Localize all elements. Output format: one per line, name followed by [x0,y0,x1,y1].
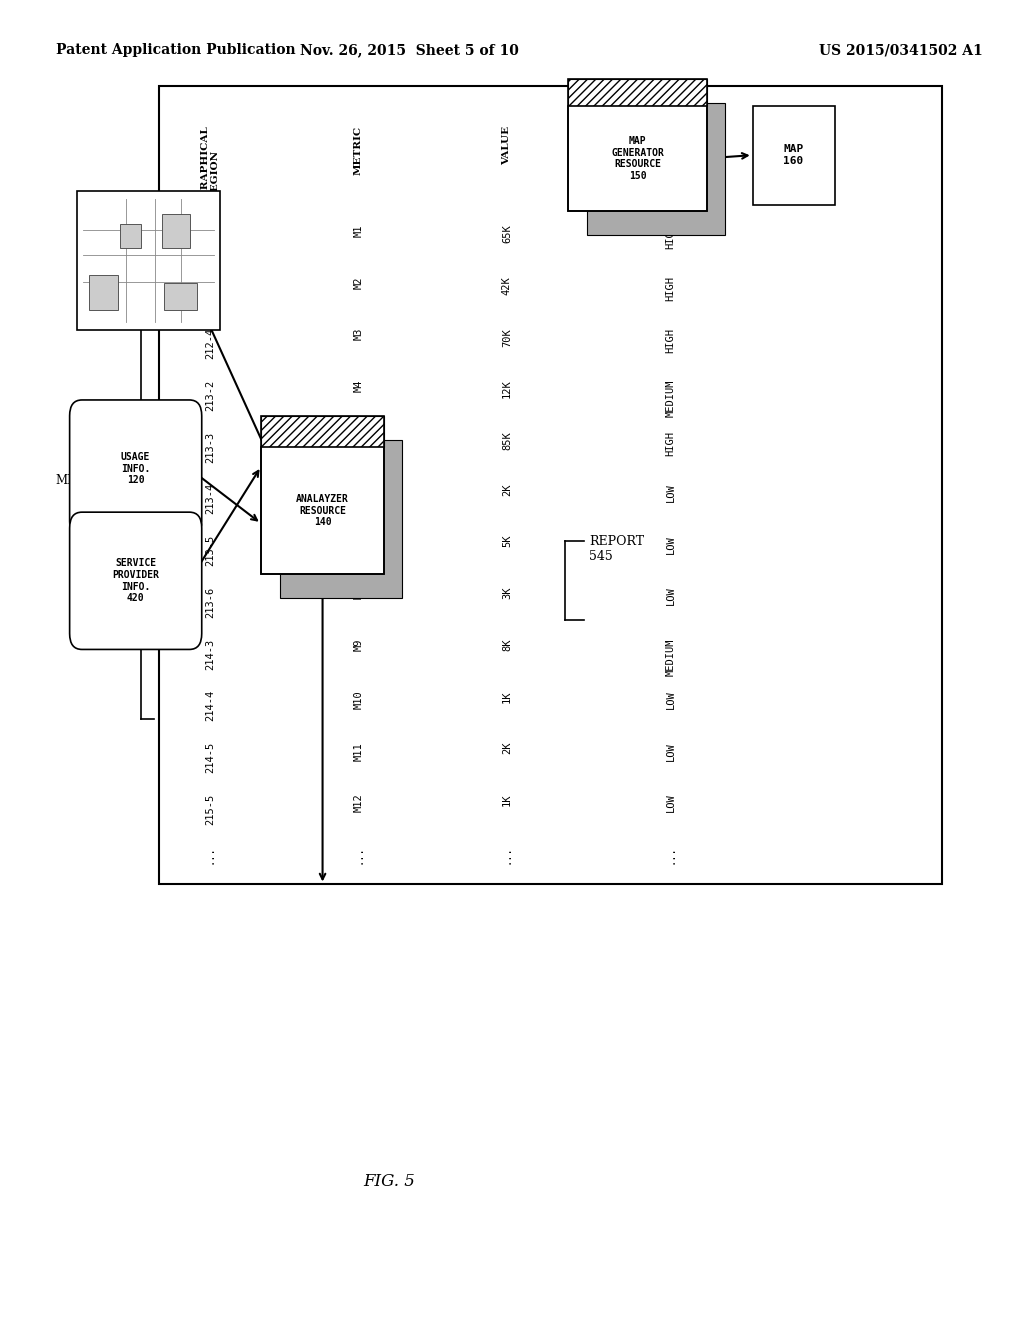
Text: 213-5: 213-5 [205,535,215,566]
Bar [162,214,190,248]
Text: VALUE: VALUE [503,125,511,165]
Bar [753,106,835,205]
Text: LOW: LOW [666,483,676,502]
Text: M8: M8 [353,586,364,599]
Text: 2K: 2K [502,483,512,495]
Text: ...: ... [205,845,215,865]
Text: LOW: LOW [666,586,676,606]
Text: 213-6: 213-6 [205,586,215,618]
Text: ...: ... [502,845,512,865]
FancyBboxPatch shape [70,400,202,537]
Text: M6: M6 [353,483,364,495]
Text: HIGH: HIGH [666,327,676,352]
Bar [280,440,402,598]
Text: FIG. 5: FIG. 5 [364,1173,415,1189]
Text: M9: M9 [353,639,364,651]
Bar [587,103,725,235]
Bar [261,416,384,447]
Text: 212-3: 212-3 [205,276,215,308]
Text: ANALAYZER
RESOURCE
140: ANALAYZER RESOURCE 140 [296,494,349,528]
Text: GEOGRAPHICAL
REGION: GEOGRAPHICAL REGION [201,125,219,223]
Text: M3: M3 [353,327,364,341]
Bar [568,79,707,211]
Text: MEDIUM: MEDIUM [666,380,676,417]
Text: US 2015/0341502 A1: US 2015/0341502 A1 [819,44,983,57]
Text: 1K: 1K [502,793,512,807]
Text: LOW: LOW [666,793,676,812]
Text: HIGH: HIGH [666,224,676,249]
Bar [77,191,220,330]
Text: M4: M4 [353,380,364,392]
Text: M12: M12 [353,793,364,812]
Bar [261,447,384,574]
Text: 213-4: 213-4 [205,483,215,515]
Text: 12K: 12K [502,380,512,399]
Text: METRIC: METRIC [354,125,362,174]
Text: MEDIUM: MEDIUM [666,639,676,676]
Bar [89,276,119,310]
Text: M11: M11 [353,742,364,760]
Text: M10: M10 [353,690,364,709]
Text: 211-1: 211-1 [205,224,215,256]
Text: 8K: 8K [502,639,512,651]
Text: 85K: 85K [502,432,512,450]
Text: Nov. 26, 2015  Sheet 5 of 10: Nov. 26, 2015 Sheet 5 of 10 [300,44,519,57]
Bar [120,224,140,248]
Text: M1: M1 [353,224,364,236]
Text: 214-4: 214-4 [205,690,215,721]
Text: 42K: 42K [502,276,512,294]
Text: SERVICE
PROVIDER
INFO.
420: SERVICE PROVIDER INFO. 420 [113,558,159,603]
Text: HIGH: HIGH [666,432,676,457]
Text: 5K: 5K [502,535,512,548]
Text: 70K: 70K [502,327,512,347]
Text: METRICS
145: METRICS 145 [55,474,115,503]
Text: RANGE: RANGE [667,125,675,169]
Text: Patent Application Publication: Patent Application Publication [56,44,296,57]
Text: LOW: LOW [666,690,676,709]
Text: 214-5: 214-5 [205,742,215,774]
Text: MAP
160: MAP 160 [783,144,804,166]
Text: M2: M2 [353,276,364,289]
FancyBboxPatch shape [70,512,202,649]
Text: 2K: 2K [502,742,512,754]
Text: USAGE
INFO.
120: USAGE INFO. 120 [121,451,151,486]
Bar [159,86,942,884]
Text: LOW: LOW [666,535,676,553]
Text: 1K: 1K [502,690,512,702]
Text: MAP
GENERATOR
RESOURCE
150: MAP GENERATOR RESOURCE 150 [611,136,664,181]
Text: 213-2: 213-2 [205,380,215,411]
Text: REPORT
545: REPORT 545 [589,535,644,562]
Text: 214-3: 214-3 [205,639,215,669]
Bar [568,79,707,106]
Text: M7: M7 [353,535,364,548]
Text: LOW: LOW [666,742,676,760]
Bar [568,106,707,211]
Bar [261,416,384,574]
Bar [164,282,197,310]
Text: 3K: 3K [502,586,512,599]
Text: ...: ... [666,845,676,865]
Text: HIGH: HIGH [666,276,676,301]
Text: 215-5: 215-5 [205,793,215,825]
Text: M5: M5 [353,432,364,444]
Text: 213-3: 213-3 [205,432,215,462]
Text: 212-4: 212-4 [205,327,215,359]
Text: 65K: 65K [502,224,512,243]
Text: ...: ... [353,845,364,865]
